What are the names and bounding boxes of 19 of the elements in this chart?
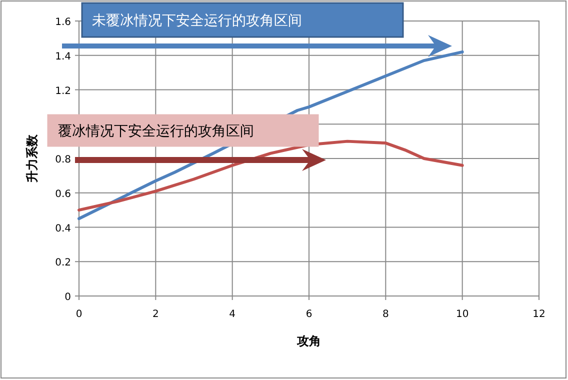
y-tick-label: 0 xyxy=(64,292,71,303)
x-tick-label: 10 xyxy=(456,309,469,320)
y-tick-label: 1.6 xyxy=(55,17,71,28)
annotation: 覆冰情况下安全运行的攻角区间 xyxy=(58,124,254,140)
y-tick-label: 1.2 xyxy=(55,86,71,97)
x-tick-label: 2 xyxy=(152,309,159,320)
x-tick-label: 6 xyxy=(306,309,312,320)
y-axis-title: 升力系数 xyxy=(25,134,39,184)
y-tick-label: 1.4 xyxy=(55,51,71,62)
x-tick-label: 0 xyxy=(76,309,82,320)
x-axis-title: 攻角 xyxy=(296,334,321,348)
x-tick-label: 4 xyxy=(229,309,236,320)
x-tick-label: 12 xyxy=(532,309,546,320)
y-tick-label: 0.4 xyxy=(55,223,71,234)
annotation: 未覆冰情况下安全运行的攻角区间 xyxy=(92,13,302,29)
x-tick-label: 8 xyxy=(382,309,389,320)
y-tick-label: 0.8 xyxy=(55,154,71,166)
y-tick-label: 0.2 xyxy=(55,258,71,269)
y-tick-label: 0.6 xyxy=(55,188,71,200)
